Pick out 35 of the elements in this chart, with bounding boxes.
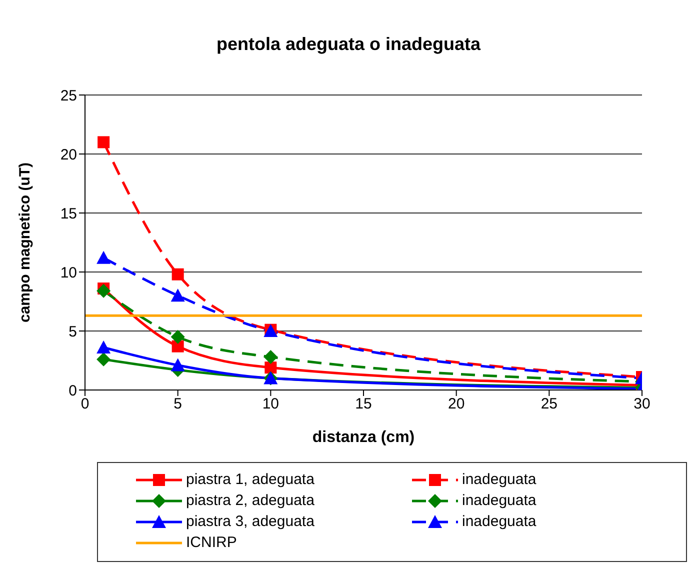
x-tick-label: 10 xyxy=(262,396,280,413)
point xyxy=(96,352,111,366)
point xyxy=(170,358,185,372)
legend-label: piastra 2, adeguata xyxy=(186,492,314,509)
legend-label: inadeguata xyxy=(462,471,536,488)
y-tick-label: 5 xyxy=(68,323,77,340)
y-tick-label: 0 xyxy=(68,382,77,400)
y-axis-title: campo magnetico (uT) xyxy=(16,162,34,322)
point xyxy=(172,340,184,352)
legend-label: inadeguata xyxy=(462,513,536,530)
x-tick-label: 25 xyxy=(540,396,558,413)
x-axis-title: distanza (cm) xyxy=(312,429,415,446)
x-tick-label: 0 xyxy=(80,396,90,413)
legend-label: piastra 3, adeguata xyxy=(186,513,314,530)
point xyxy=(96,340,111,354)
y-tick-label: 15 xyxy=(60,205,77,222)
legend-label: inadeguata xyxy=(462,492,536,509)
legend-label: piastra 1, adeguata xyxy=(186,471,314,488)
x-tick-label: 20 xyxy=(448,396,465,413)
x-tick-label: 30 xyxy=(634,396,650,413)
x-tick-label: 5 xyxy=(174,396,182,413)
point xyxy=(96,284,111,298)
point xyxy=(98,136,110,148)
point xyxy=(264,350,278,364)
y-tick-label: 25 xyxy=(60,87,77,104)
y-tick-label: 10 xyxy=(60,264,77,282)
y-tick-label: 20 xyxy=(60,146,77,164)
point xyxy=(170,288,185,302)
x-tick-label: 15 xyxy=(355,396,372,413)
chart-title: pentola adeguata o inadeguata xyxy=(215,34,482,55)
point xyxy=(264,362,277,374)
legend-label: ICNIRP xyxy=(186,534,237,551)
point xyxy=(170,330,185,344)
point xyxy=(96,250,111,264)
point xyxy=(172,268,184,280)
